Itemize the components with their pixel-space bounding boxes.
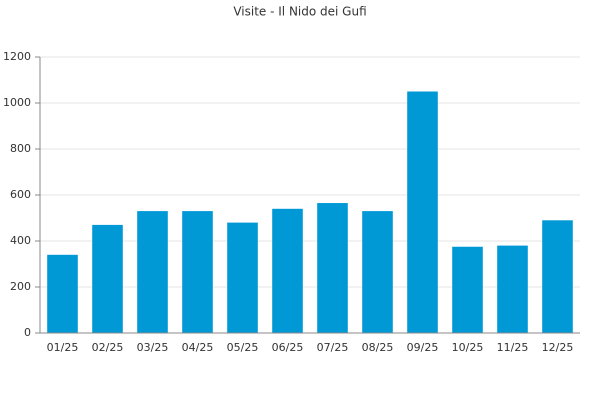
bar: [542, 220, 573, 333]
x-tick-label: 07/25: [317, 341, 349, 354]
bar: [497, 245, 528, 333]
x-tick-label: 02/25: [92, 341, 124, 354]
bar: [227, 222, 258, 333]
bar: [407, 91, 438, 333]
x-tick-label: 12/25: [542, 341, 574, 354]
bar: [137, 211, 168, 333]
bar: [47, 254, 78, 333]
x-tick-label: 03/25: [137, 341, 169, 354]
y-tick-label: 1200: [3, 50, 31, 63]
x-tick-label: 09/25: [407, 341, 439, 354]
bar: [452, 246, 483, 333]
bar: [362, 211, 393, 333]
x-tick-label: 04/25: [182, 341, 214, 354]
bar: [272, 208, 303, 333]
x-tick-label: 08/25: [362, 341, 394, 354]
y-tick-label: 0: [24, 326, 31, 339]
bar: [182, 211, 213, 333]
x-tick-label: 10/25: [452, 341, 484, 354]
x-tick-label: 05/25: [227, 341, 259, 354]
y-tick-label: 200: [10, 280, 31, 293]
bar: [317, 203, 348, 333]
y-tick-label: 1000: [3, 96, 31, 109]
y-tick-label: 400: [10, 234, 31, 247]
bar: [92, 224, 123, 333]
x-tick-label: 01/25: [47, 341, 79, 354]
x-tick-label: 11/25: [497, 341, 529, 354]
chart-title: Visite - Il Nido dei Gufi: [233, 5, 366, 19]
y-tick-label: 600: [10, 188, 31, 201]
x-tick-label: 06/25: [272, 341, 304, 354]
y-tick-label: 800: [10, 142, 31, 155]
